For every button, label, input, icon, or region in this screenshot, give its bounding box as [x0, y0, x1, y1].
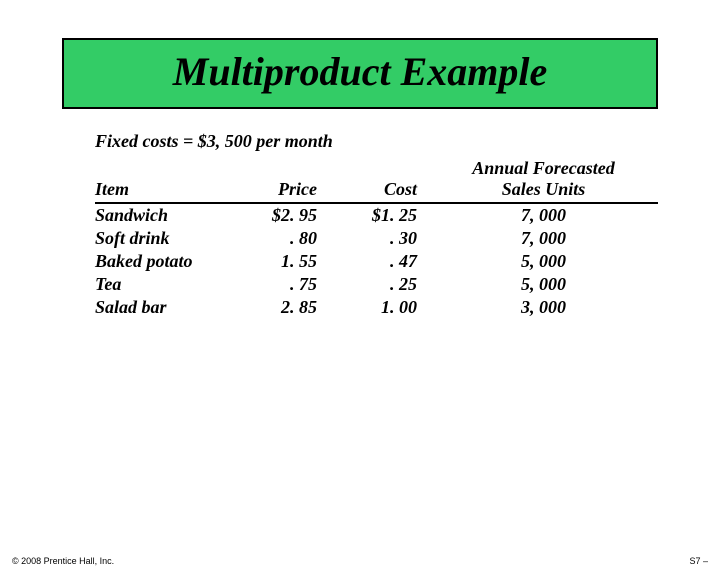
- col-header-price: Price: [245, 158, 335, 203]
- col-header-item: Item: [95, 158, 245, 203]
- table-row: Baked potato 1. 55 . 47 5, 000: [95, 250, 658, 273]
- col-header-sales: Annual Forecasted Sales Units: [435, 158, 658, 203]
- cell-cost: . 30: [335, 227, 435, 250]
- product-table: Item Price Cost Annual Forecasted Sales …: [95, 158, 658, 319]
- cell-cost: . 25: [335, 273, 435, 296]
- col-header-sales-line2: Sales Units: [502, 179, 586, 199]
- page-number: S7 –: [689, 556, 708, 566]
- copyright-footer: © 2008 Prentice Hall, Inc.: [12, 556, 114, 566]
- cell-item: Soft drink: [95, 227, 245, 250]
- table-row: Salad bar 2. 85 1. 00 3, 000: [95, 296, 658, 319]
- cell-price: 1. 55: [245, 250, 335, 273]
- fixed-costs-line: Fixed costs = $3, 500 per month: [95, 131, 658, 152]
- cell-cost: 1. 00: [335, 296, 435, 319]
- cell-sales: 3, 000: [435, 296, 658, 319]
- cell-item: Sandwich: [95, 203, 245, 227]
- table-header-row: Item Price Cost Annual Forecasted Sales …: [95, 158, 658, 203]
- cell-item: Baked potato: [95, 250, 245, 273]
- col-header-cost: Cost: [335, 158, 435, 203]
- table-row: Sandwich $2. 95 $1. 25 7, 000: [95, 203, 658, 227]
- cell-price: . 75: [245, 273, 335, 296]
- cell-cost: $1. 25: [335, 203, 435, 227]
- cell-item: Salad bar: [95, 296, 245, 319]
- table-row: Soft drink . 80 . 30 7, 000: [95, 227, 658, 250]
- title-banner: Multiproduct Example: [62, 38, 658, 109]
- table-row: Tea . 75 . 25 5, 000: [95, 273, 658, 296]
- cell-cost: . 47: [335, 250, 435, 273]
- cell-price: . 80: [245, 227, 335, 250]
- cell-price: 2. 85: [245, 296, 335, 319]
- cell-sales: 7, 000: [435, 227, 658, 250]
- content-area: Fixed costs = $3, 500 per month Item Pri…: [95, 131, 658, 319]
- slide-title: Multiproduct Example: [173, 49, 548, 94]
- cell-price: $2. 95: [245, 203, 335, 227]
- col-header-sales-line1: Annual Forecasted: [472, 158, 615, 178]
- cell-sales: 5, 000: [435, 250, 658, 273]
- cell-sales: 7, 000: [435, 203, 658, 227]
- cell-item: Tea: [95, 273, 245, 296]
- cell-sales: 5, 000: [435, 273, 658, 296]
